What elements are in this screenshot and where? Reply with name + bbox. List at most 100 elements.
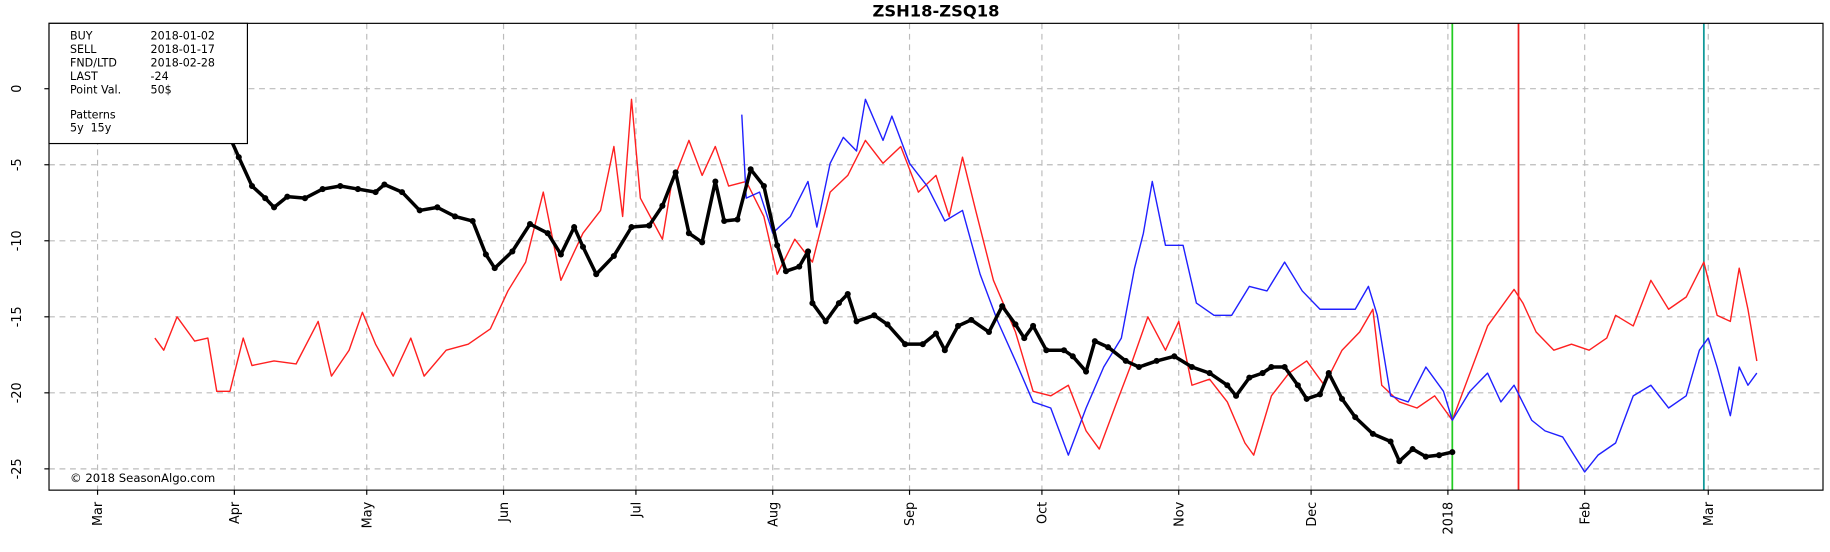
legend-label: SELL [70,43,97,56]
series-dot [1294,382,1301,389]
series-dot [1153,357,1160,364]
series-dot [1021,335,1028,342]
series-dot [1012,321,1019,328]
x-tick-label: Aug [766,502,781,527]
series-dot [271,204,278,211]
series-dot [1281,363,1288,371]
series-dot [853,318,860,325]
series-dot [1316,391,1323,398]
series-dot [1091,338,1098,345]
legend-value: 50$ [151,83,172,96]
series-dot [491,265,498,272]
legend-value: -24 [151,70,169,83]
series-dot [659,202,666,209]
x-tick-label: Mar [1702,501,1717,526]
legend-value: 2018-01-02 [151,30,215,43]
series-dot [399,189,406,196]
series-dot [999,303,1006,310]
series-dot [1135,363,1143,371]
series-dot [809,300,816,307]
series-dot [1369,430,1376,437]
series-dot [672,169,679,176]
series-dot [1188,363,1195,371]
series-dot [835,300,842,307]
series-dot [434,204,441,211]
series-line [741,98,1758,473]
x-tick-label: Jun [497,502,512,523]
series-dot [699,239,706,246]
series-dot [1409,446,1416,453]
series-dot [301,195,308,202]
series-dot [774,242,781,249]
series-dot [482,251,489,258]
series-dot [822,318,829,325]
series-dot [884,321,891,328]
x-tick-label: May [360,501,375,528]
plot-frame [48,22,1824,491]
series-dot [1043,347,1050,354]
series-dot [284,193,291,200]
y-tick-label: -5 [10,158,25,171]
series-dot [804,248,812,255]
series-dot [902,341,909,348]
series-dot [760,183,767,190]
legend-label: FND/LTD [70,57,117,70]
series-dot [1060,347,1068,354]
x-tick-label: Sep [903,502,918,526]
y-tick-label: 0 [10,85,25,93]
x-tick-label: Feb [1578,502,1593,525]
series-dot [1069,353,1076,360]
series-dot [469,217,476,225]
legend-value: 2018-02-28 [151,57,215,70]
series-dot [416,207,423,214]
series-dot [1338,395,1346,402]
y-tick-label: -20 [10,382,25,403]
copyright: © 2018 SeasonAlgo.com [70,471,215,485]
x-tick-label: Mar [91,501,106,526]
series-dot [372,189,379,196]
series-dot [579,243,587,250]
series-dot [985,328,992,336]
series-dot [734,216,741,223]
series-dot [1449,449,1456,456]
series-dot [337,183,344,190]
series-dot [932,330,940,337]
legend-box [48,22,249,145]
series-dot [1224,382,1231,389]
series-dot [593,271,600,278]
x-tick-label: Nov [1172,501,1187,526]
legend-label: BUY [70,30,93,43]
series-dot [1387,438,1394,445]
series-dot [354,186,361,193]
series-dot [610,252,617,260]
x-tick-label: Apr [228,501,243,524]
series-dot [526,221,534,228]
series-dot [557,251,564,258]
legend-entry: 5y [70,121,84,134]
series-dot [1030,322,1037,329]
series-dot [871,312,878,319]
series-dot [1352,414,1359,421]
series-dot [1259,370,1266,377]
series-dot [941,347,948,354]
series-line [154,98,1758,456]
legend-label: LAST [70,70,98,83]
series-dot [235,154,242,161]
series-dot [1436,452,1443,459]
series-dot [571,224,578,231]
series-dot [712,178,719,185]
series-dot [1206,370,1213,377]
series-dot [1268,363,1275,371]
series-dot [968,316,975,323]
series-dot [248,183,256,190]
series-dot [782,268,790,275]
series-dot [1396,458,1403,465]
series-dot [1303,395,1310,402]
x-tick-label: 2018 [1442,502,1457,535]
legend-label: Point Val. [70,83,121,96]
series-dot [646,222,653,229]
legend-value: 2018-01-17 [151,43,215,56]
series-dot [509,248,516,255]
x-tick-label: Oct [1036,502,1051,524]
